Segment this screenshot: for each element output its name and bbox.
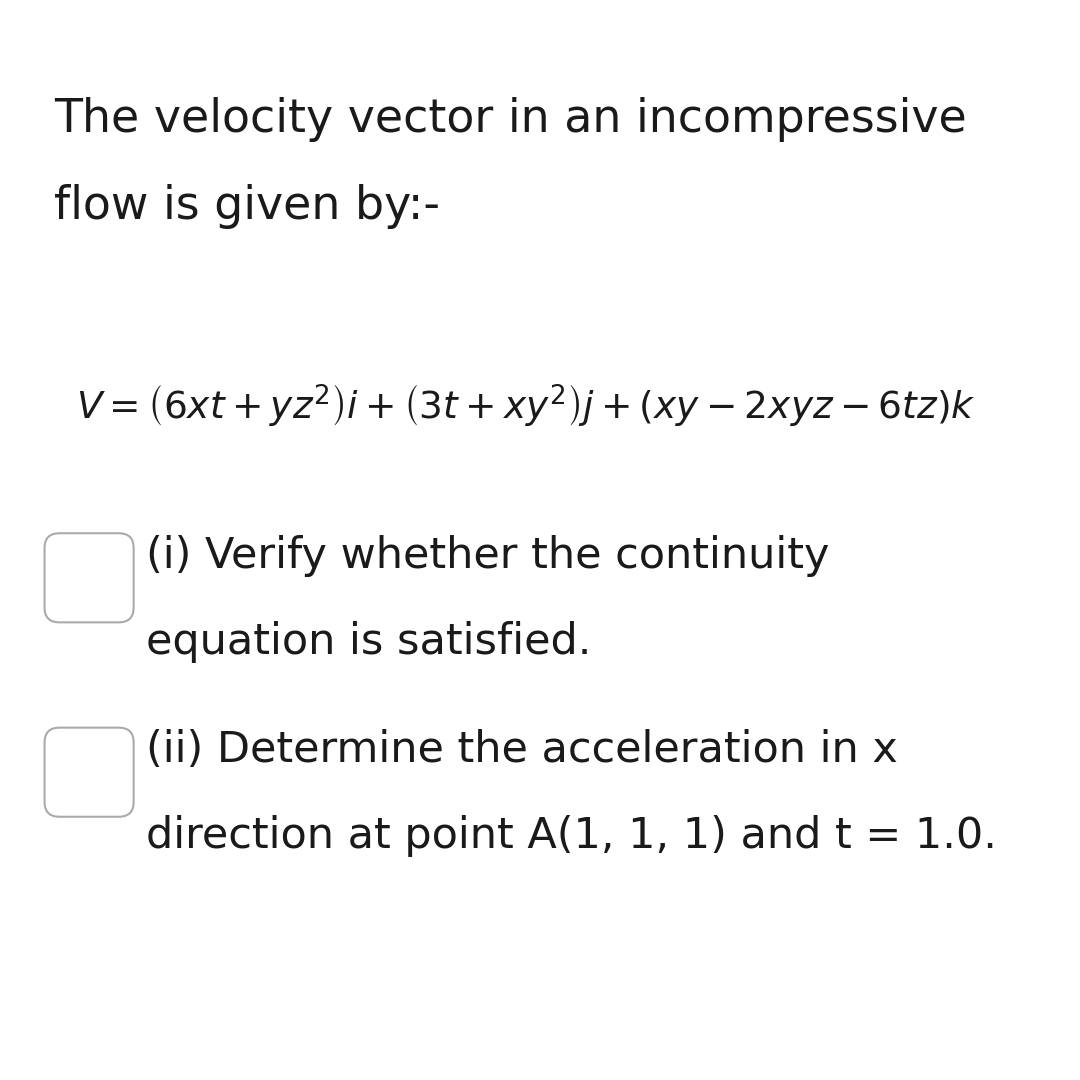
Text: direction at point A(1, 1, 1) and t = 1.0.: direction at point A(1, 1, 1) and t = 1.… (146, 815, 997, 858)
Text: The velocity vector in an incompressive: The velocity vector in an incompressive (54, 97, 967, 143)
Text: (ii) Determine the acceleration in x: (ii) Determine the acceleration in x (146, 729, 897, 771)
Text: $\mathit{V} = \left(6\mathit{xt} + \mathit{yz}^2\right)\mathit{i} + \left(3\math: $\mathit{V} = \left(6\mathit{xt} + \math… (76, 383, 975, 431)
Text: (i) Verify whether the continuity: (i) Verify whether the continuity (146, 535, 829, 577)
Text: equation is satisfied.: equation is satisfied. (146, 621, 591, 663)
Text: flow is given by:-: flow is given by:- (54, 184, 440, 229)
